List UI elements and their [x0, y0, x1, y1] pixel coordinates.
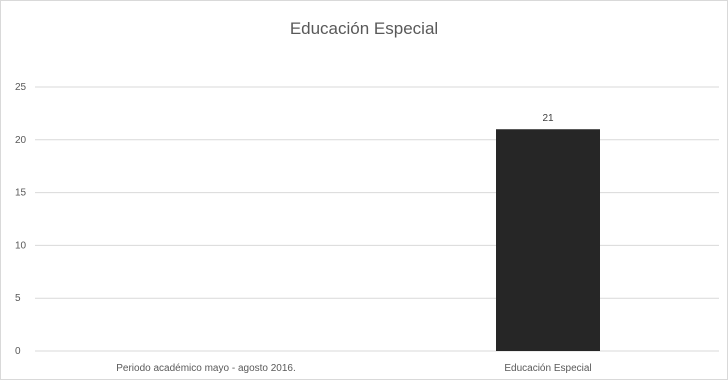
- bar: [496, 129, 600, 351]
- y-tick-label: 0: [15, 346, 21, 357]
- y-tick-label: 15: [15, 188, 27, 199]
- data-label: 21: [542, 113, 554, 124]
- y-tick-label: 25: [15, 82, 27, 93]
- y-tick-label: 20: [15, 135, 27, 146]
- chart-title: Educación Especial: [289, 19, 439, 38]
- y-tick-label: 5: [15, 293, 21, 304]
- y-tick-label: 10: [15, 240, 27, 251]
- x-category-label: Periodo académico mayo - agosto 2016.: [116, 363, 296, 374]
- x-category-label: Educación Especial: [504, 363, 591, 374]
